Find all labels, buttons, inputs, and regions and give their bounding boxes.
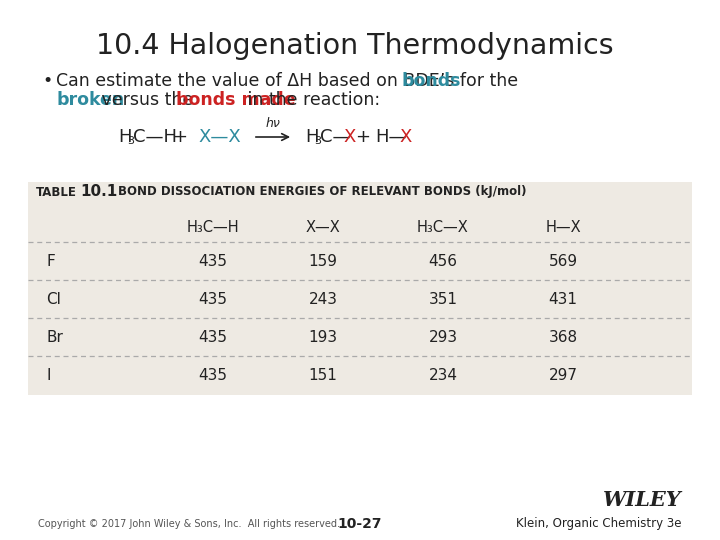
Text: 10-27: 10-27	[338, 517, 382, 531]
Text: 243: 243	[308, 292, 338, 307]
Text: bonds: bonds	[402, 72, 462, 90]
Text: X—X: X—X	[305, 220, 341, 235]
Text: WILEY: WILEY	[603, 490, 682, 510]
Text: 159: 159	[308, 253, 338, 268]
Text: H: H	[118, 128, 132, 146]
Text: TABLE: TABLE	[36, 186, 77, 199]
Text: Br: Br	[46, 329, 63, 345]
Text: 435: 435	[199, 292, 228, 307]
Text: 10.1: 10.1	[80, 185, 117, 199]
Text: H—: H—	[375, 128, 407, 146]
Text: C—: C—	[320, 128, 351, 146]
Text: 10.4 Halogenation Thermodynamics: 10.4 Halogenation Thermodynamics	[96, 32, 614, 60]
Text: BOND DISSOCIATION ENERGIES OF RELEVANT BONDS (kJ/mol): BOND DISSOCIATION ENERGIES OF RELEVANT B…	[118, 186, 526, 199]
Text: H₃C—H: H₃C—H	[186, 220, 239, 235]
Text: 297: 297	[549, 368, 577, 382]
Text: X—X: X—X	[198, 128, 240, 146]
Text: broken: broken	[56, 91, 125, 109]
Text: +: +	[173, 128, 187, 146]
Text: bonds made: bonds made	[176, 91, 295, 109]
Text: Copyright © 2017 John Wiley & Sons, Inc.  All rights reserved.: Copyright © 2017 John Wiley & Sons, Inc.…	[38, 519, 340, 529]
Text: in the reaction:: in the reaction:	[242, 91, 380, 109]
Text: 431: 431	[549, 292, 577, 307]
Text: •: •	[42, 72, 53, 90]
Text: 456: 456	[428, 253, 457, 268]
Text: Klein, Organic Chemistry 3e: Klein, Organic Chemistry 3e	[516, 517, 682, 530]
Text: 234: 234	[428, 368, 457, 382]
Text: 293: 293	[428, 329, 458, 345]
Text: 193: 193	[308, 329, 338, 345]
Text: hν: hν	[266, 117, 280, 130]
Text: C—H: C—H	[133, 128, 177, 146]
Text: F: F	[46, 253, 55, 268]
Text: H—X: H—X	[545, 220, 581, 235]
Text: 435: 435	[199, 368, 228, 382]
Text: 435: 435	[199, 253, 228, 268]
Text: 3: 3	[314, 136, 321, 146]
Text: +: +	[356, 128, 371, 146]
Bar	[28, 182, 692, 210]
Text: versus the: versus the	[96, 91, 199, 109]
Text: H: H	[305, 128, 318, 146]
Text: I: I	[46, 368, 50, 382]
Text: X: X	[399, 128, 411, 146]
Text: 3: 3	[127, 136, 134, 146]
Text: Can estimate the value of ΔH based on BDE’s for the: Can estimate the value of ΔH based on BD…	[56, 72, 523, 90]
Text: 569: 569	[549, 253, 577, 268]
Text: 351: 351	[428, 292, 457, 307]
Text: 435: 435	[199, 329, 228, 345]
Text: Cl: Cl	[46, 292, 61, 307]
Text: 368: 368	[549, 329, 577, 345]
Text: H₃C—X: H₃C—X	[417, 220, 469, 235]
Bar	[28, 182, 692, 395]
Text: 151: 151	[309, 368, 338, 382]
Text: X: X	[343, 128, 356, 146]
